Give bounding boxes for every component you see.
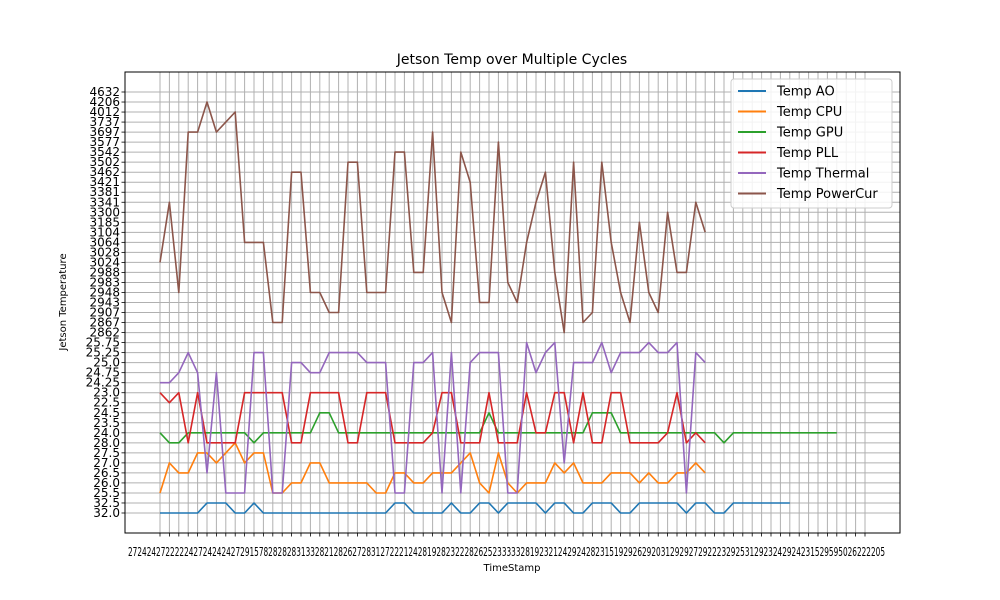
x-tick-labels: 2724242722222427242424272915782828283133… <box>128 544 885 559</box>
y-tick-label: 2948 <box>89 285 120 299</box>
y-tick-label: 23.5 <box>93 416 120 430</box>
x-axis-label: TimeStamp <box>483 563 541 574</box>
y-tick-label: 26.5 <box>93 466 120 480</box>
y-tick-label: 28.0 <box>93 436 120 450</box>
y-tick-label: 3028 <box>89 245 120 259</box>
series-line-temp-powercur <box>159 101 706 334</box>
y-tick-label: 2907 <box>89 306 120 320</box>
y-tick-label: 24.0 <box>93 426 120 440</box>
y-tick-label: 3064 <box>89 235 120 249</box>
y-tick-label: 25.75 <box>86 336 120 350</box>
y-tick-label: 25.0 <box>93 356 120 370</box>
y-tick-label: 3421 <box>89 175 120 189</box>
y-tick-label: 3462 <box>89 165 120 179</box>
y-tick-label: 4206 <box>89 95 120 109</box>
y-axis-label: Jetson Temperature <box>58 253 69 351</box>
legend-label-temp-cpu: Temp CPU <box>776 105 842 120</box>
y-tick-label: 3737 <box>89 115 120 129</box>
y-tick-label: 3024 <box>89 255 120 269</box>
y-tick-label: 3300 <box>89 205 120 219</box>
y-tick-label: 27.5 <box>93 446 120 460</box>
y-tick-label: 25.5 <box>93 486 120 500</box>
y-tick-label: 25.25 <box>86 346 120 360</box>
y-tick-label: 24.25 <box>86 376 120 390</box>
legend: Temp AO Temp CPU Temp GPU Temp PLL Temp Ther… <box>730 78 893 209</box>
y-tick-label: 3185 <box>89 215 120 229</box>
legend-label-temp-gpu: Temp GPU <box>776 126 843 141</box>
y-tick-label: 24.5 <box>93 406 120 420</box>
y-tick-label: 3381 <box>89 185 120 199</box>
y-tick-label: 24.75 <box>86 366 120 380</box>
y-tick-label: 2862 <box>89 326 120 340</box>
legend-label-temp-ao: Temp AO <box>776 85 835 100</box>
series-lines <box>159 101 837 514</box>
legend-label-temp-pll: Temp PLL <box>776 146 839 161</box>
y-tick-label: 2988 <box>89 265 120 279</box>
y-tick-label: 3577 <box>89 135 120 149</box>
chart-title: Jetson Temp over Multiple Cycles <box>396 52 627 68</box>
y-tick-label: 23.0 <box>93 386 120 400</box>
legend-label-temp-powercur: Temp PowerCur <box>776 187 878 202</box>
y-tick-label: 3341 <box>89 195 120 209</box>
y-tick-label: 4012 <box>89 105 120 119</box>
legend-box <box>730 78 893 209</box>
y-axis-ticks: 32.032.525.526.026.527.027.528.024.023.5… <box>86 85 125 520</box>
x-axis-ticks <box>159 533 866 537</box>
y-tick-label: 2867 <box>89 316 120 330</box>
legend-label-temp-thermal: Temp Thermal <box>776 167 869 182</box>
series-line-temp-gpu <box>159 411 837 444</box>
y-tick-label: 32.5 <box>93 496 120 510</box>
series-line-temp-thermal <box>160 341 706 494</box>
y-tick-label: 2943 <box>89 296 120 310</box>
y-tick-label: 3104 <box>89 225 120 239</box>
y-tick-label: 32.0 <box>93 506 120 520</box>
series-line-temp-cpu <box>159 441 706 494</box>
y-tick-label: 2983 <box>89 275 120 289</box>
y-tick-label: 3697 <box>89 125 120 139</box>
y-tick-label: 26.0 <box>93 476 120 490</box>
y-tick-label: 3502 <box>89 155 120 169</box>
y-tick-label: 4632 <box>89 85 120 99</box>
y-tick-label: 22.5 <box>93 396 120 410</box>
y-tick-label: 3542 <box>89 145 120 159</box>
series-line-temp-ao <box>160 502 790 514</box>
y-tick-label: 27.0 <box>93 456 120 470</box>
